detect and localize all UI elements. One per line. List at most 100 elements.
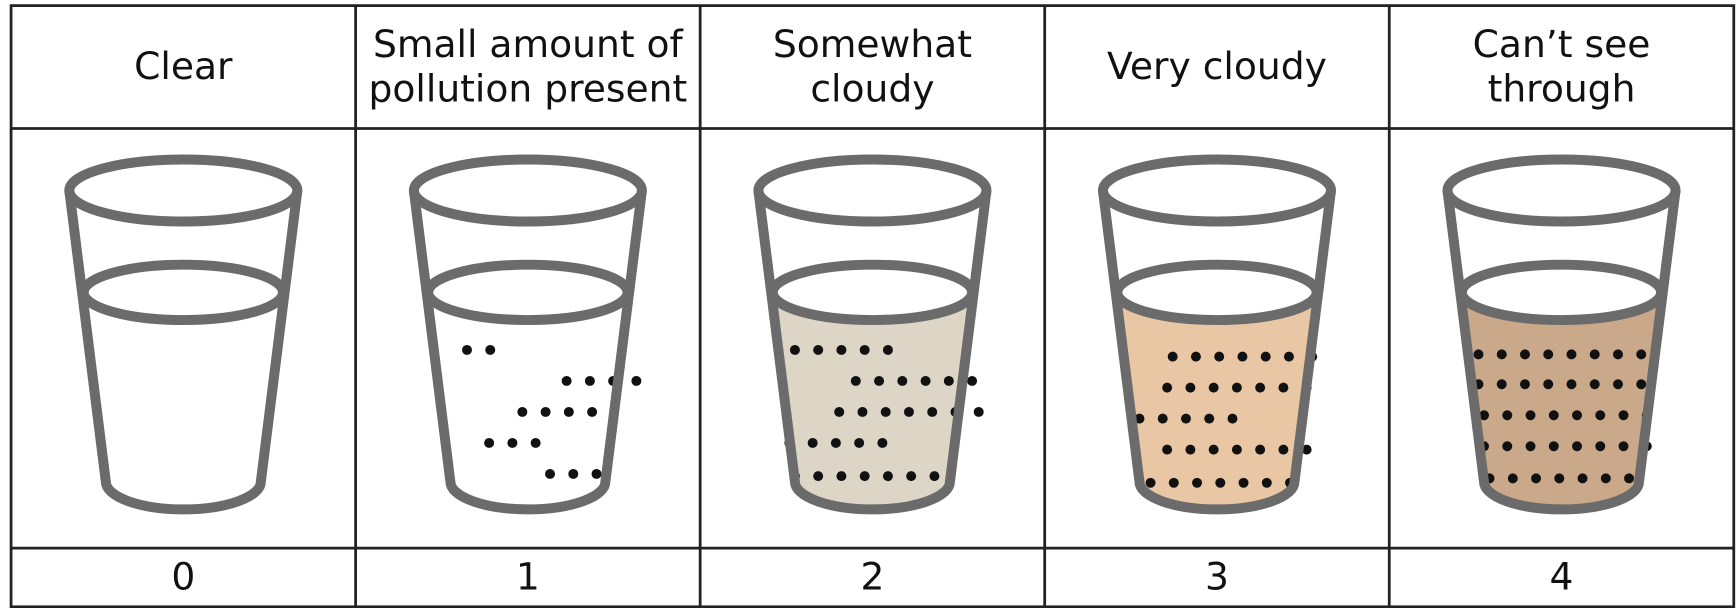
particle	[1519, 349, 1530, 360]
particle	[1278, 444, 1289, 455]
water	[1459, 294, 1664, 510]
particle	[854, 437, 865, 448]
particle	[1618, 410, 1629, 421]
particle	[1543, 379, 1554, 390]
particle	[830, 437, 841, 448]
water	[770, 294, 975, 510]
particle	[850, 375, 861, 386]
particle	[485, 344, 496, 355]
glass	[408, 154, 647, 515]
particle	[1566, 349, 1577, 360]
particle	[563, 406, 574, 417]
particle	[813, 344, 824, 355]
particle	[1145, 477, 1156, 488]
particle	[1162, 444, 1173, 455]
particle	[1208, 382, 1219, 393]
particle	[1531, 473, 1542, 484]
particle	[1261, 477, 1272, 488]
glass	[1442, 154, 1681, 515]
particle	[1525, 410, 1536, 421]
particle	[836, 471, 847, 482]
particle	[1612, 349, 1623, 360]
particle	[1595, 410, 1606, 421]
particle	[1554, 473, 1565, 484]
particle	[859, 344, 870, 355]
particle	[1192, 477, 1203, 488]
water-line	[1112, 259, 1322, 326]
particle	[1519, 379, 1530, 390]
particle	[462, 344, 472, 355]
water	[1115, 294, 1319, 510]
particle	[1185, 444, 1196, 455]
particle	[1618, 441, 1629, 452]
particle	[1255, 382, 1266, 393]
particle	[1255, 444, 1266, 455]
particle	[1238, 477, 1249, 488]
particle	[517, 406, 528, 417]
glass-body	[1442, 189, 1681, 515]
column-label: pollution present	[369, 66, 688, 110]
particle	[920, 375, 931, 386]
particle	[897, 375, 908, 386]
particle	[1479, 410, 1489, 421]
glass	[1097, 154, 1336, 515]
particle	[568, 468, 579, 479]
water-line	[423, 259, 633, 326]
particle	[1543, 349, 1554, 360]
glass	[753, 154, 992, 515]
column-label: cloudy	[810, 66, 934, 110]
particle	[1231, 382, 1242, 393]
particle	[929, 471, 940, 482]
particle	[906, 471, 917, 482]
water-line	[767, 259, 978, 326]
particle	[1162, 382, 1173, 393]
particle	[1566, 379, 1577, 390]
particle	[807, 437, 818, 448]
particle	[561, 375, 572, 386]
particle	[859, 471, 870, 482]
particle	[1260, 351, 1271, 362]
particle	[943, 375, 954, 386]
particle	[1572, 441, 1582, 452]
water-line	[78, 259, 288, 326]
score: 2	[860, 555, 884, 599]
glass-body	[64, 189, 303, 515]
particle	[1612, 379, 1623, 390]
particle	[1496, 349, 1507, 360]
particle	[789, 344, 800, 355]
particle	[484, 437, 495, 448]
glass-body	[1097, 189, 1336, 515]
glass-rim	[1442, 154, 1681, 227]
particle	[882, 471, 893, 482]
table-border	[9, 4, 1736, 608]
particle	[1525, 441, 1536, 452]
particle	[836, 344, 847, 355]
glass-rim	[753, 154, 992, 227]
particle	[967, 375, 978, 386]
particle	[877, 437, 888, 448]
particle	[1157, 413, 1168, 424]
glass-rim	[1097, 154, 1336, 227]
particle	[1237, 351, 1248, 362]
glass-rim	[64, 154, 303, 227]
particle	[1502, 441, 1513, 452]
score: 1	[516, 555, 540, 599]
particle	[1507, 473, 1518, 484]
particle	[530, 437, 541, 448]
particle	[1589, 349, 1600, 360]
column-label: Somewhat	[773, 22, 972, 66]
particle	[882, 344, 893, 355]
particle	[813, 471, 824, 482]
particle	[874, 375, 885, 386]
particle	[1190, 351, 1201, 362]
particle	[587, 406, 598, 417]
particle	[1636, 379, 1647, 390]
particle	[1600, 473, 1611, 484]
particle	[1204, 413, 1215, 424]
particle	[1283, 351, 1294, 362]
particle	[540, 406, 551, 417]
particle	[1572, 410, 1582, 421]
particle	[973, 406, 984, 417]
